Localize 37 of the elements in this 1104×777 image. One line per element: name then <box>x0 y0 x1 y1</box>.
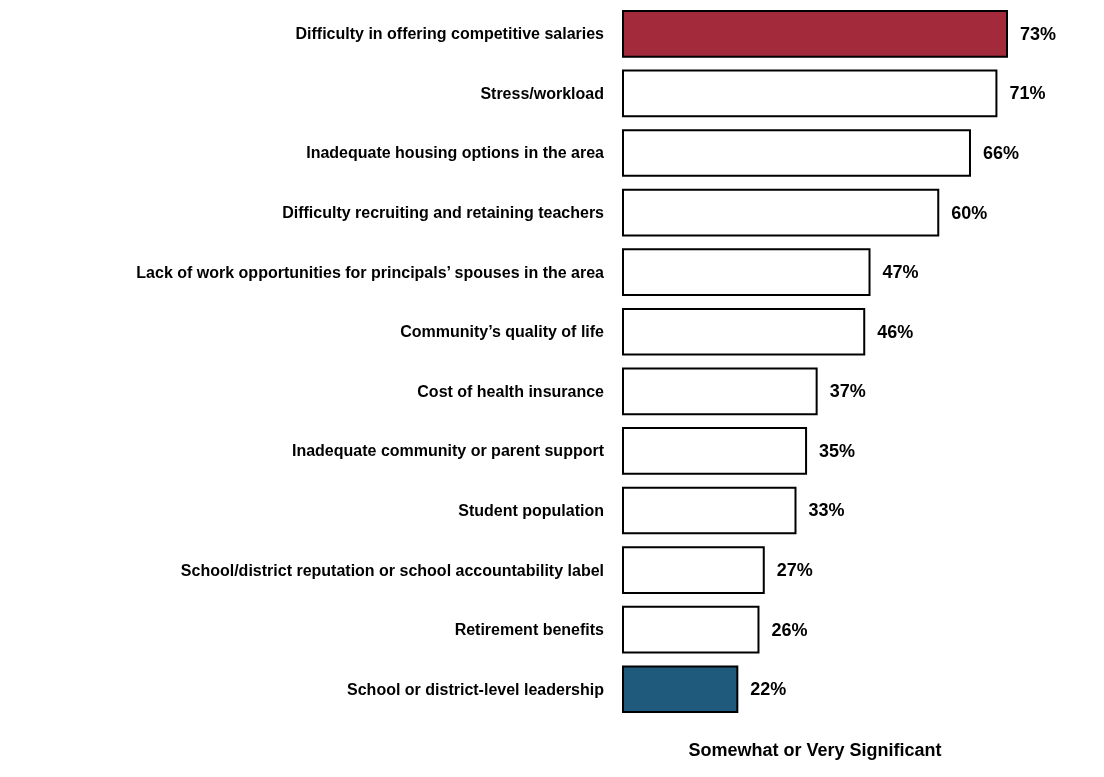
data-label: 33% <box>808 500 845 521</box>
bar <box>622 248 871 296</box>
data-label: 35% <box>819 440 856 461</box>
y-tick-label: Community’s quality of life <box>400 323 605 341</box>
data-label: 71% <box>1009 83 1046 104</box>
data-label: 60% <box>951 202 988 223</box>
y-tick-label: Retirement benefits <box>454 621 605 639</box>
data-label: 27% <box>776 560 813 581</box>
bar <box>622 605 760 654</box>
bar <box>622 188 940 237</box>
data-label: 46% <box>877 321 914 342</box>
y-tick-label: School/district reputation or school accountability label <box>180 561 604 579</box>
y-tick-label: Difficulty in offering competitive salaries <box>295 25 605 43</box>
x-axis-title: Somewhat or Very Significant <box>688 740 942 760</box>
data-label: 73% <box>1020 23 1057 44</box>
y-tick-label: Lack of work opportunities for principals’ spouses in the area <box>136 263 605 281</box>
y-tick-label: Student population <box>458 501 604 519</box>
data-label: 22% <box>750 679 787 700</box>
bar <box>622 9 1008 58</box>
bar <box>622 69 998 118</box>
bar <box>622 129 971 177</box>
y-tick-label: School or district-level leadership <box>347 680 605 698</box>
data-label: 37% <box>829 381 866 402</box>
y-tick-label: Difficulty recruiting and retaining teachers <box>282 204 605 222</box>
bar <box>622 665 739 714</box>
bar <box>622 486 797 535</box>
y-tick-label: Inadequate housing options in the area <box>306 144 605 162</box>
data-label: 47% <box>882 262 919 283</box>
y-tick-label: Inadequate community or parent support <box>291 442 605 460</box>
bar <box>622 367 818 416</box>
y-tick-label: Cost of health insurance <box>417 382 605 400</box>
data-label: 26% <box>771 619 808 640</box>
y-tick-label: Stress/workload <box>480 84 604 102</box>
bar <box>622 427 808 475</box>
bar <box>622 307 866 356</box>
bar <box>622 546 765 594</box>
data-label: 66% <box>982 142 1020 163</box>
